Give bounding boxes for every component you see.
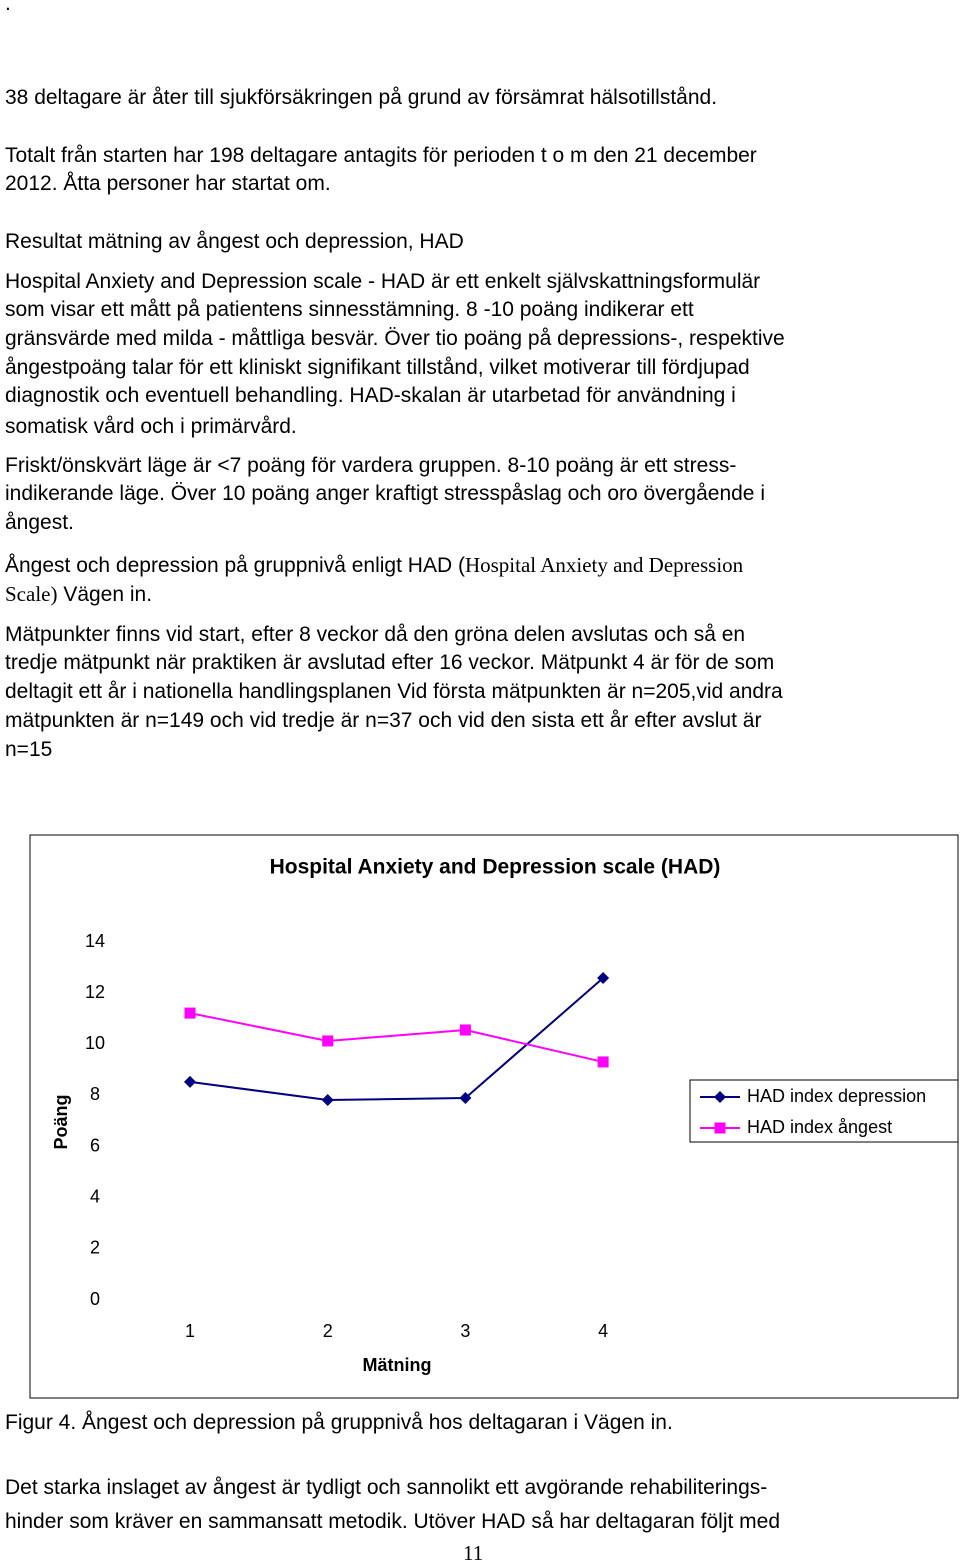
text-line: Hospital Anxiety and Depression scale - … [5,270,761,293]
text-line: indikerande läge. Över 10 poäng anger kr… [5,482,765,505]
text-line: hinder som kräver en sammansatt metodik.… [5,1510,781,1533]
y-tick-label: 6 [90,1135,100,1155]
legend-frame [689,1079,959,1143]
text-run: Hospital Anxiety and Depression [464,553,744,577]
data-point [184,1007,196,1019]
chart-title: Hospital Anxiety and Depression scale (H… [270,856,721,879]
text-line: gränsvärde med milda - måttliga besvär. … [5,327,785,350]
y-tick-label: 10 [85,1033,105,1053]
legend-marker [714,1091,726,1103]
data-point [321,1094,334,1107]
series-line [189,1012,604,1063]
legend-marker [714,1122,726,1134]
text-run: Vägen in. [57,583,153,606]
data-point [597,1056,609,1068]
data-point [459,1091,472,1104]
text-line: ångestpoäng talar för ett kliniskt signi… [5,356,750,379]
y-tick-label: 14 [85,931,105,951]
text-line: Ångest och depression på gruppnivå enlig… [5,553,743,578]
data-point [459,1024,471,1036]
data-point [597,972,610,985]
y-tick-label: 2 [90,1238,100,1258]
text-line: 2012. Åtta personer har startat om. [5,172,331,195]
data-point [184,1075,196,1088]
text-line: Totalt från starten har 198 deltagare an… [5,144,757,167]
text-line: Friskt/önskvärt läge är <7 poäng för var… [5,454,737,477]
text-line: som visar ett mått på patientens sinness… [5,298,694,321]
page-mark: . [5,0,11,15]
figure-caption: Figur 4. Ångest och depression på gruppn… [5,1411,673,1434]
text-run: Ångest och depression på gruppnivå enlig… [5,554,465,577]
text-line: Det starka inslaget av ångest är tydligt… [5,1476,768,1499]
series-line [189,977,604,1102]
text-line: 38 deltagare är åter till sjukförsäkring… [5,86,718,109]
y-tick-label: 12 [85,982,105,1002]
x-tick-label: 2 [323,1321,333,1341]
data-point [322,1035,334,1047]
x-tick-label: 1 [185,1321,195,1341]
x-tick-label: 4 [598,1321,608,1341]
legend-label: HAD index ångest [747,1117,892,1137]
page-number: 11 [463,1541,484,1565]
text-line: Mätpunkter finns vid start, efter 8 veck… [5,623,746,646]
y-tick-label: 8 [90,1084,100,1104]
x-axis-label: Mätning [363,1355,432,1375]
text-line: somatisk vård och i primärvård. [5,415,297,438]
text-line: n=15 [5,738,53,761]
legend-label: HAD index depression [747,1086,926,1106]
text-line: tredje mätpunkt när praktiken är avsluta… [5,651,775,674]
x-tick-label: 3 [460,1321,470,1341]
text-line: Scale) Vägen in. [5,582,152,607]
y-axis-label: Poäng [51,1094,71,1149]
text-line: deltagit ett år i nationella handlingspl… [5,680,783,703]
text-line: ångest. [5,511,74,534]
text-run: Scale) [5,582,58,606]
text-line: diagnostik och eventuell behandling. HAD… [5,384,736,407]
y-tick-label: 0 [90,1289,100,1309]
text-line: mätpunkten är n=149 och vid tredje är n=… [5,709,762,732]
text-line: Resultat mätning av ångest och depressio… [5,230,464,253]
y-tick-label: 4 [90,1186,100,1206]
